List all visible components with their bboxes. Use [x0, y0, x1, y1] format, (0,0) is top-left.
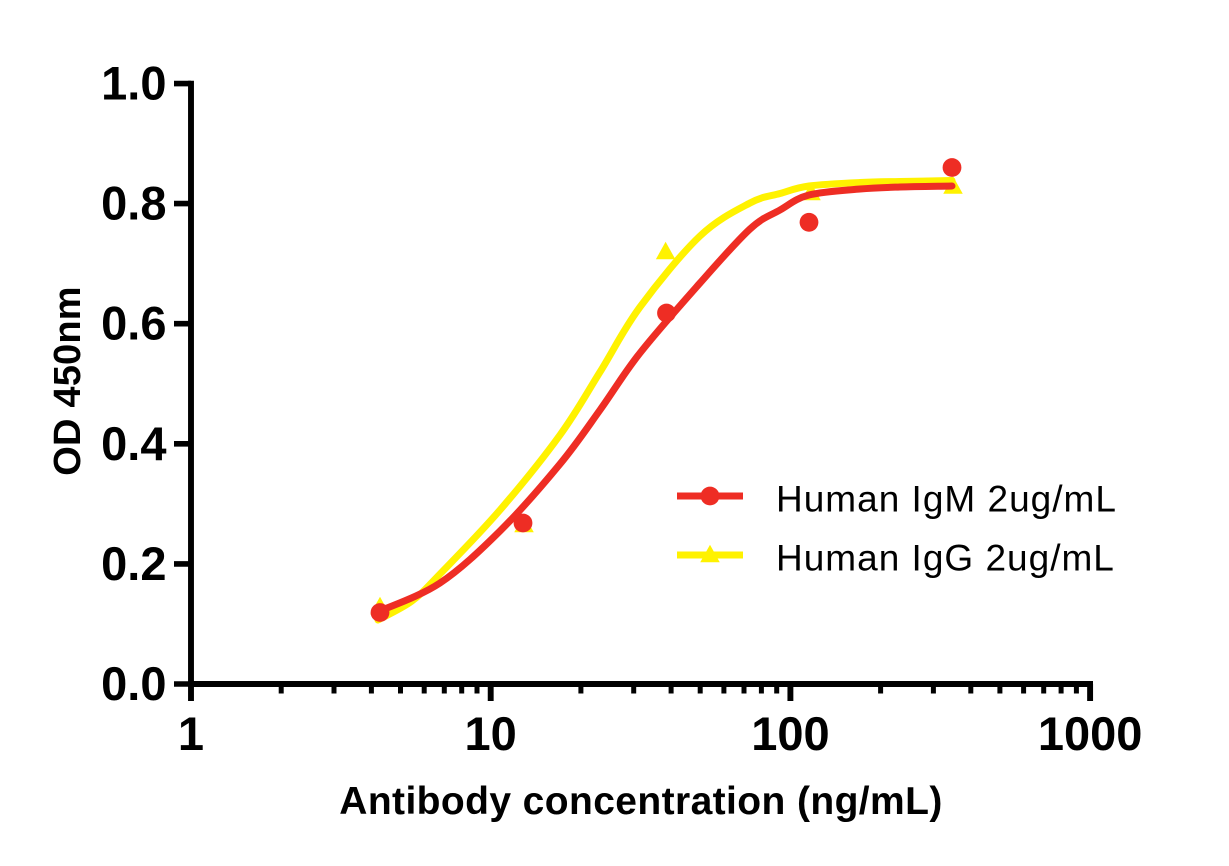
svg-text:1.0: 1.0: [101, 57, 166, 110]
svg-text:100: 100: [751, 707, 829, 760]
svg-text:Human IgG 2ug/mL: Human IgG 2ug/mL: [776, 538, 1115, 579]
svg-text:Human IgM 2ug/mL: Human IgM 2ug/mL: [776, 479, 1117, 520]
svg-text:0.0: 0.0: [101, 657, 166, 710]
svg-text:0.4: 0.4: [101, 417, 166, 470]
svg-text:0.8: 0.8: [101, 177, 166, 230]
svg-text:10: 10: [465, 707, 517, 760]
svg-text:1000: 1000: [1038, 707, 1143, 760]
svg-text:0.6: 0.6: [101, 297, 166, 350]
svg-text:Antibody concentration (ng/mL): Antibody concentration (ng/mL): [339, 780, 942, 823]
svg-text:1: 1: [178, 707, 204, 760]
svg-text:0.2: 0.2: [101, 537, 166, 590]
svg-text:OD 450nm: OD 450nm: [47, 286, 89, 476]
